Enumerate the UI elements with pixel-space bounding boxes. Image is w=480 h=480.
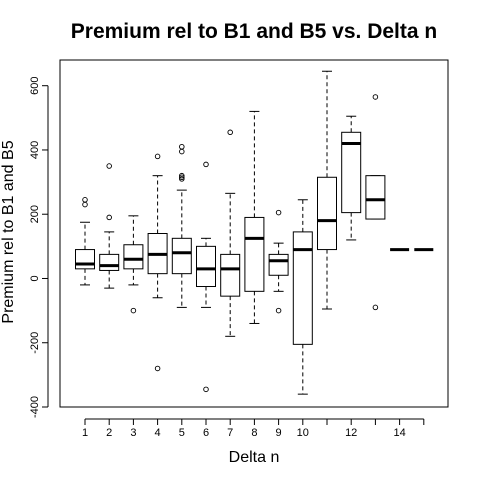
plot-frame xyxy=(59,59,449,408)
x-tick-label: 5 xyxy=(179,427,185,439)
box xyxy=(365,175,386,220)
box-group xyxy=(365,94,386,311)
x-axis: 1 2 3 4 5 6 7 8 9 10 12 14 xyxy=(82,418,425,439)
box-group xyxy=(196,161,216,393)
x-tick-label: 8 xyxy=(251,427,257,439)
x-tick-label: 14 xyxy=(393,427,405,439)
outlier-point xyxy=(275,209,282,216)
x-tick-label: 7 xyxy=(227,427,233,439)
y-tick-label: -200 xyxy=(29,332,41,354)
outlier-point xyxy=(179,148,185,155)
box-group xyxy=(341,115,362,241)
box-group xyxy=(147,153,168,372)
x-tick-label: 6 xyxy=(203,427,209,439)
box xyxy=(171,237,192,275)
box xyxy=(99,253,120,271)
y-axis: -400 -200 0 200 400 600 xyxy=(29,77,49,418)
box xyxy=(196,245,216,288)
outlier-point xyxy=(372,94,379,100)
outlier-point xyxy=(372,304,379,311)
box xyxy=(268,253,289,276)
outlier-point xyxy=(154,365,161,372)
box-group xyxy=(75,197,95,286)
y-tick-label: 0 xyxy=(29,275,41,281)
outlier-point xyxy=(82,201,88,208)
box-group xyxy=(123,215,144,314)
outlier-point xyxy=(179,176,185,182)
outlier-point xyxy=(106,214,112,221)
box-group xyxy=(244,110,265,324)
y-tick-label: 200 xyxy=(29,205,41,223)
x-tick-label: 10 xyxy=(297,427,309,439)
box-group xyxy=(268,209,289,314)
outlier-point xyxy=(275,307,282,314)
outlier-point xyxy=(130,307,137,314)
x-tick-label: 3 xyxy=(130,427,136,439)
outlier-point xyxy=(227,129,233,136)
box xyxy=(292,231,313,345)
outlier-point xyxy=(106,163,112,169)
box xyxy=(341,131,362,214)
y-tick-label: -400 xyxy=(29,396,41,418)
y-tick-label: 400 xyxy=(29,141,41,159)
x-tick-label: 4 xyxy=(155,427,161,439)
outlier-point xyxy=(82,197,88,203)
box xyxy=(75,249,95,270)
box-group xyxy=(220,129,241,337)
y-axis-label: Premium rel to B1 and B5 xyxy=(0,140,17,323)
x-axis-label: Delta n xyxy=(229,449,280,466)
box xyxy=(123,244,144,270)
outlier-point xyxy=(203,386,209,393)
outlier-point xyxy=(179,143,185,150)
box-group xyxy=(99,163,120,289)
x-tick-label: 2 xyxy=(106,427,112,439)
box xyxy=(244,216,265,292)
box-group xyxy=(171,143,192,308)
outlier-point xyxy=(179,174,185,181)
x-tick-label: 1 xyxy=(82,427,88,439)
y-tick-label: 600 xyxy=(29,77,41,95)
box-group xyxy=(317,70,337,310)
outlier-point xyxy=(179,172,185,179)
chart-title: Premium rel to B1 and B5 vs. Delta n xyxy=(71,20,437,43)
outlier-point xyxy=(154,153,161,160)
outlier-point xyxy=(203,161,209,168)
x-tick-label: 12 xyxy=(345,427,357,439)
x-tick-label: 9 xyxy=(276,427,282,439)
box-group xyxy=(292,199,313,395)
box xyxy=(220,253,241,297)
box xyxy=(317,176,337,251)
box-series xyxy=(75,70,434,395)
